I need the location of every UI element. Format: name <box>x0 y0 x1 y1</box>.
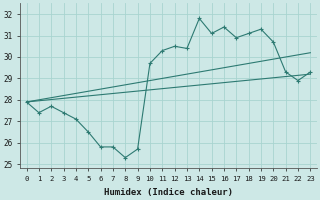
X-axis label: Humidex (Indice chaleur): Humidex (Indice chaleur) <box>104 188 233 197</box>
